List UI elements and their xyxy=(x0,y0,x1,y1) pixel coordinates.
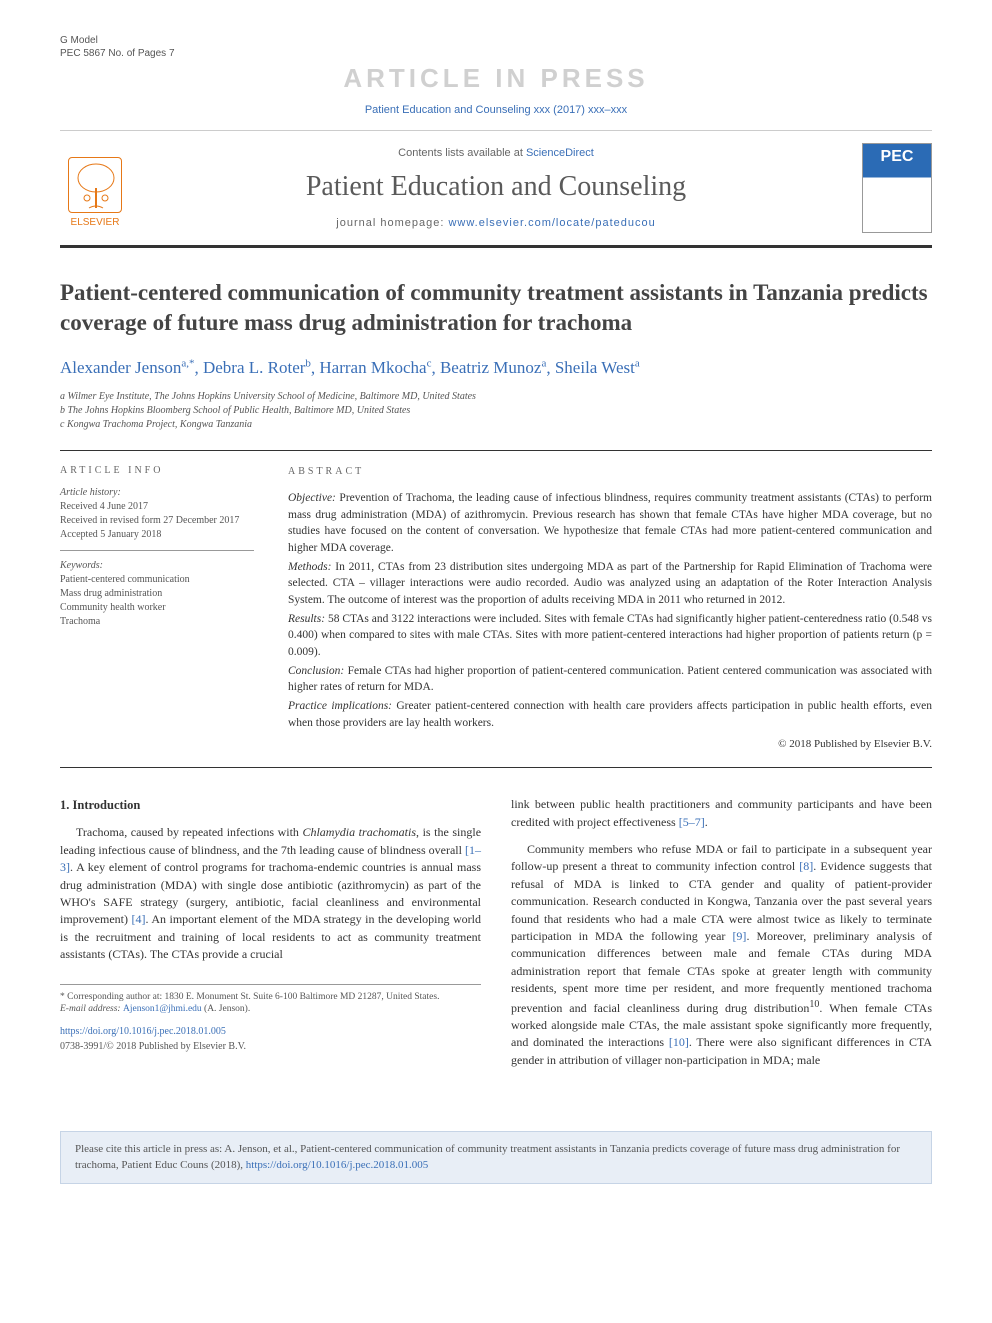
affiliation: b The Johns Hopkins Bloomberg School of … xyxy=(60,404,932,418)
footnotes: * Corresponding author at: 1830 E. Monum… xyxy=(60,984,481,1016)
abstract-objective: Objective: Prevention of Trachoma, the l… xyxy=(288,490,932,557)
affiliation: c Kongwa Trachoma Project, Kongwa Tanzan… xyxy=(60,418,932,432)
history-revised: Received in revised form 27 December 201… xyxy=(60,514,254,528)
contents-line: Contents lists available at ScienceDirec… xyxy=(150,147,842,159)
keyword: Community health worker xyxy=(60,601,254,615)
section-head-intro: 1. Introduction xyxy=(60,796,481,814)
abstract-results: Results: 58 CTAs and 3122 interactions w… xyxy=(288,611,932,661)
citation-link[interactable]: [4] xyxy=(132,912,146,926)
corresponding-author: * Corresponding author at: 1830 E. Monum… xyxy=(60,991,481,1003)
issn-copyright: 0738-3991/© 2018 Published by Elsevier B… xyxy=(60,1040,481,1055)
article-history: Article history: Received 4 June 2017 Re… xyxy=(60,486,254,551)
abstract-copyright: © 2018 Published by Elsevier B.V. xyxy=(288,737,932,753)
abstract-methods: Methods: In 2011, CTAs from 23 distribut… xyxy=(288,559,932,609)
sciencedirect-link[interactable]: ScienceDirect xyxy=(526,147,594,159)
page-container: G Model PEC 5867 No. of Pages 7 ARTICLE … xyxy=(0,0,992,1109)
keyword: Mass drug administration xyxy=(60,587,254,601)
elsevier-label: ELSEVIER xyxy=(71,217,120,228)
gmodel-label: G Model xyxy=(60,35,98,46)
journal-homepage-link[interactable]: www.elsevier.com/locate/pateducou xyxy=(448,217,655,229)
author[interactable]: Sheila Westa xyxy=(555,358,640,377)
journal-homepage-line: journal homepage: www.elsevier.com/locat… xyxy=(150,217,842,229)
author[interactable]: Beatriz Munoza xyxy=(440,358,546,377)
journal-reference: Patient Education and Counseling xxx (20… xyxy=(60,104,932,116)
citation-box: Please cite this article in press as: A.… xyxy=(60,1131,932,1184)
article-info-head: ARTICLE INFO xyxy=(60,465,254,476)
body-paragraph: link between public health practitioners… xyxy=(511,796,932,831)
abstract-conclusion: Conclusion: Female CTAs had higher propo… xyxy=(288,663,932,696)
keyword: Patient-centered communication xyxy=(60,573,254,587)
citebox-text: Please cite this article in press as: A.… xyxy=(75,1143,900,1170)
journal-title: Patient Education and Counseling xyxy=(150,171,842,203)
article-in-press-banner: ARTICLE IN PRESS xyxy=(60,63,932,94)
affiliation: a Wilmer Eye Institute, The Johns Hopkin… xyxy=(60,390,932,404)
gmodel-line: G Model xyxy=(60,35,932,46)
elsevier-logo[interactable]: ELSEVIER xyxy=(60,148,130,228)
citation-link[interactable]: [5–7] xyxy=(679,815,705,829)
citation-link[interactable]: [9] xyxy=(732,929,746,943)
body-columns: 1. Introduction Trachoma, caused by repe… xyxy=(60,796,932,1079)
body-paragraph: Community members who refuse MDA or fail… xyxy=(511,841,932,1069)
author[interactable]: Debra L. Roterb xyxy=(203,358,311,377)
contents-prefix: Contents lists available at xyxy=(398,147,526,159)
email-link[interactable]: Ajenson1@jhmi.edu xyxy=(123,1004,202,1014)
abstract-practice: Practice implications: Greater patient-c… xyxy=(288,698,932,731)
masthead-center: Contents lists available at ScienceDirec… xyxy=(150,147,842,229)
doi-block: https://doi.org/10.1016/j.pec.2018.01.00… xyxy=(60,1025,481,1054)
doi-link[interactable]: https://doi.org/10.1016/j.pec.2018.01.00… xyxy=(60,1026,226,1037)
pec-line: PEC 5867 No. of Pages 7 xyxy=(60,48,932,59)
affiliations: a Wilmer Eye Institute, The Johns Hopkin… xyxy=(60,390,932,432)
keywords-head: Keywords: xyxy=(60,559,254,573)
keyword: Trachoma xyxy=(60,615,254,629)
home-prefix: journal homepage: xyxy=(336,217,448,229)
history-head: Article history: xyxy=(60,486,254,500)
citebox-doi-link[interactable]: https://doi.org/10.1016/j.pec.2018.01.00… xyxy=(246,1159,429,1171)
abstract: ABSTRACT Objective: Prevention of Tracho… xyxy=(270,451,932,767)
body-paragraph: Trachoma, caused by repeated infections … xyxy=(60,824,481,963)
abstract-head: ABSTRACT xyxy=(288,465,932,480)
info-abstract-row: ARTICLE INFO Article history: Received 4… xyxy=(60,450,932,768)
cover-abbrev: PEC xyxy=(863,144,931,166)
column-right: link between public health practitioners… xyxy=(511,796,932,1079)
keywords-block: Keywords: Patient-centered communication… xyxy=(60,559,254,637)
citation-link[interactable]: [8] xyxy=(799,859,813,873)
author[interactable]: Alexander Jensona,* xyxy=(60,358,194,377)
article-info: ARTICLE INFO Article history: Received 4… xyxy=(60,451,270,767)
history-received: Received 4 June 2017 xyxy=(60,500,254,514)
column-left: 1. Introduction Trachoma, caused by repe… xyxy=(60,796,481,1079)
elsevier-tree-icon xyxy=(68,157,122,213)
email-line: E-mail address: Ajenson1@jhmi.edu (A. Je… xyxy=(60,1003,481,1015)
history-accepted: Accepted 5 January 2018 xyxy=(60,528,254,542)
pec-number: PEC 5867 No. of Pages 7 xyxy=(60,48,175,59)
citation-link[interactable]: [10] xyxy=(669,1035,689,1049)
author-list: Alexander Jensona,*, Debra L. Roterb, Ha… xyxy=(60,358,932,379)
journal-cover-thumbnail[interactable]: PEC xyxy=(862,143,932,233)
masthead: ELSEVIER Contents lists available at Sci… xyxy=(60,130,932,248)
article-title: Patient-centered communication of commun… xyxy=(60,278,932,338)
author[interactable]: Harran Mkochac xyxy=(319,358,431,377)
